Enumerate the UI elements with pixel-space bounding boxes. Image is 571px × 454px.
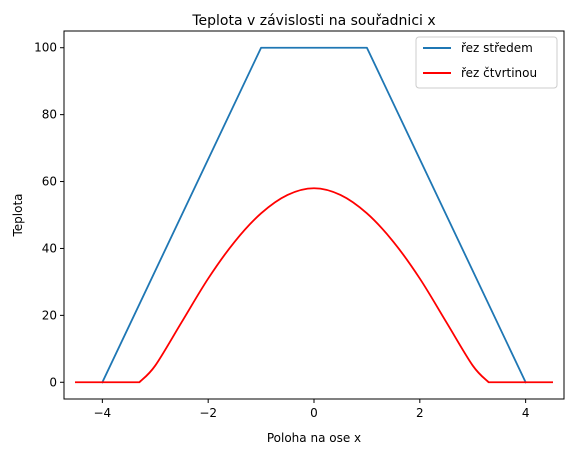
y-tick-label: 100	[34, 41, 57, 55]
legend: řez středem řez čtvrtinou	[415, 36, 558, 89]
series-line-rez-stredem	[101, 46, 527, 384]
legend-label-rez-ctvrtinou: řez čtvrtinou	[461, 66, 537, 80]
series-lines	[75, 46, 553, 384]
chart-title: Teplota v závislosti na souřadnici x	[191, 13, 435, 29]
y-tick-label: 60	[42, 175, 57, 189]
y-tick-label: 40	[42, 241, 57, 255]
x-tick-label: 2	[416, 406, 424, 420]
x-tick-label: 0	[310, 406, 318, 420]
y-axis-ticks: 0 20 40 60 80 100	[34, 41, 64, 389]
y-tick-label: 0	[49, 375, 57, 389]
y-axis-label: Teplota	[11, 193, 25, 237]
x-tick-label: 4	[522, 406, 530, 420]
x-axis-ticks: −4 −2 0 2 4	[94, 399, 530, 420]
legend-label-rez-stredem: řez středem	[461, 41, 533, 55]
x-tick-label: −2	[199, 406, 217, 420]
y-tick-label: 80	[42, 108, 57, 122]
legend-box	[415, 36, 558, 89]
x-axis-label: Poloha na ose x	[267, 431, 361, 445]
series-line-rez-ctvrtinou	[75, 187, 553, 384]
x-tick-label: −4	[94, 406, 112, 420]
y-tick-label: 20	[42, 308, 57, 322]
